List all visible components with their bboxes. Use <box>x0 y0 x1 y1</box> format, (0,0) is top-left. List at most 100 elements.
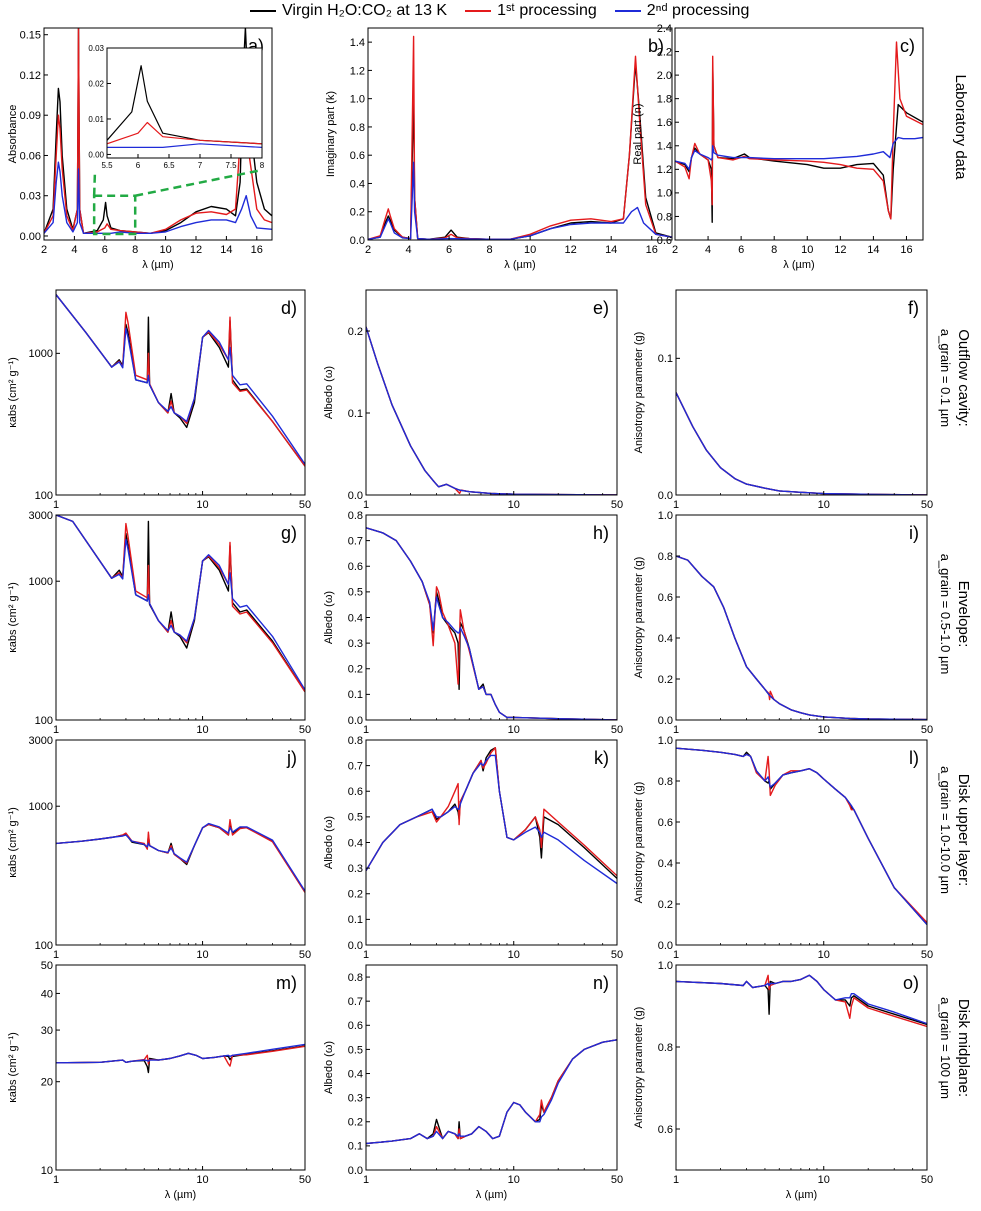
y-axis-label: Imaginary part (k) <box>325 91 337 177</box>
y-tick-label: 0.02 <box>88 79 104 88</box>
legend-label-first: 1ˢᵗ processing <box>497 2 597 19</box>
axes-frame <box>365 514 618 721</box>
row-label-lab-line1: Laboratory data <box>952 74 969 180</box>
x-tick-label: 50 <box>921 499 933 511</box>
y-tick-label: 100 <box>35 715 53 727</box>
y-tick-label: 0.09 <box>20 110 41 122</box>
x-tick-label: 10 <box>508 1174 520 1186</box>
y-axis-label: Albedo (ω) <box>323 591 335 644</box>
panel-letter: n) <box>593 973 609 993</box>
series-line-second <box>56 294 305 465</box>
y-tick-label: 0.6 <box>348 561 363 573</box>
legend: Virgin H₂O:CO₂ at 13 K 1ˢᵗ processing 2ⁿ… <box>250 0 749 22</box>
axes-frame <box>55 514 306 721</box>
panel-letter: d) <box>281 298 297 318</box>
panel-letter: j) <box>286 748 297 768</box>
y-tick-label: 0.0 <box>348 1165 363 1177</box>
series-line-first <box>676 747 927 923</box>
x-tick-label: 10 <box>508 949 520 961</box>
x-tick-label: 6.5 <box>163 161 175 170</box>
x-tick-label: 10 <box>196 724 208 736</box>
y-tick-label: 0.4 <box>348 612 363 624</box>
row-label-envelope: Envelope: a_grain = 0.5-1.0 µm <box>936 494 972 734</box>
x-tick-label: 12 <box>565 244 577 256</box>
x-tick-label: 1 <box>673 949 679 961</box>
row-label-disk-midplane-line1: Disk midplane: <box>955 998 972 1098</box>
panel-letter: f) <box>908 298 919 318</box>
series-line-second <box>676 747 927 925</box>
y-tick-label: 0.4 <box>658 633 673 645</box>
x-tick-label: 10 <box>524 244 536 256</box>
y-tick-label: 0.0 <box>350 235 365 247</box>
x-tick-label: 16 <box>646 244 658 256</box>
row-label-disk-upper: Disk upper layer: a_grain = 1.0-10.0 µm <box>936 710 972 950</box>
panel-a: 2 4 6 8 10 12 14 160.000.030.060.090.120.15a)Ab… <box>7 27 273 271</box>
y-tick-label: 1.0 <box>350 94 365 106</box>
y-tick-label: 0.03 <box>88 44 104 53</box>
series-line-first <box>675 41 923 220</box>
x-tick-label: 10 <box>818 949 830 961</box>
x-tick-label: 4 <box>705 244 711 256</box>
y-tick-label: 1.0 <box>658 960 673 972</box>
series-line-virgin <box>676 392 927 495</box>
series-line-second <box>56 515 305 691</box>
x-tick-label: 7 <box>198 161 203 170</box>
x-tick-label: 50 <box>921 1174 933 1186</box>
legend-label-virgin: Virgin H₂O:CO₂ at 13 K <box>282 2 448 19</box>
y-axis-label: Anisotropy parameter (g) <box>633 332 645 454</box>
x-tick-label: 1 <box>53 949 59 961</box>
y-tick-label: 0.1 <box>348 408 363 420</box>
y-tick-label: 1.4 <box>657 141 672 153</box>
y-tick-label: 0.01 <box>88 115 104 124</box>
y-axis-label: Anisotropy parameter (g) <box>633 557 645 679</box>
y-tick-label: 0.2 <box>348 1117 363 1129</box>
y-tick-label: 1.2 <box>657 164 672 176</box>
y-tick-label: 0.2 <box>658 899 673 911</box>
axes-frame <box>55 964 306 1171</box>
series-line-second <box>366 527 617 720</box>
panel-j: 1 10 50 100 1000 3000 j) κabs (cm² g⁻¹) <box>7 735 311 961</box>
zoom-connector-right <box>134 168 263 197</box>
x-tick-label: 50 <box>611 499 623 511</box>
x-tick-label: 8 <box>771 244 777 256</box>
x-tick-label: 8 <box>132 244 138 256</box>
x-tick-label: 1 <box>53 724 59 736</box>
panel-o: 1 10 50 0.6 0.8 1.0 o) Anisotropy parameter (g)… <box>633 960 933 1201</box>
axes-frame <box>675 739 928 946</box>
series-line-first <box>56 819 305 893</box>
series-line-second <box>107 143 262 148</box>
y-tick-label: 3000 <box>29 735 53 747</box>
series-line-virgin <box>366 1039 617 1145</box>
y-tick-label: 1000 <box>29 801 53 813</box>
y-tick-label: 3000 <box>29 510 53 522</box>
y-tick-label: 1.6 <box>657 117 672 129</box>
x-tick-label: 1 <box>53 499 59 511</box>
legend-item-virgin: Virgin H₂O:CO₂ at 13 K <box>250 2 447 20</box>
y-tick-label: 0.2 <box>350 207 365 219</box>
y-tick-label: 1.4 <box>350 37 365 49</box>
panel-letter: i) <box>909 523 919 543</box>
y-tick-label: 0.3 <box>348 638 363 650</box>
axes-frame <box>674 27 924 241</box>
y-tick-label: 0.6 <box>657 235 672 247</box>
panel-letter: b) <box>648 36 664 56</box>
legend-item-first: 1ˢᵗ processing <box>465 2 597 20</box>
y-tick-label: 1.8 <box>657 94 672 106</box>
y-tick-label: 0.8 <box>348 735 363 747</box>
x-tick-label: 10 <box>818 499 830 511</box>
x-tick-label: 50 <box>299 499 311 511</box>
zoom-box <box>92 194 137 236</box>
inset-zoom-indicator <box>92 168 263 236</box>
series-line-second <box>366 326 617 495</box>
y-tick-label: 0.00 <box>88 150 104 159</box>
x-tick-label: 2 <box>41 244 47 256</box>
x-axis-label: λ (µm) <box>142 259 173 271</box>
axes-frame <box>55 739 306 946</box>
series-line-second <box>676 555 927 720</box>
series-line-virgin <box>56 515 305 693</box>
y-axis-label: Albedo (ω) <box>323 1041 335 1094</box>
x-tick-label: 8 <box>260 161 265 170</box>
x-tick-label: 14 <box>220 244 232 256</box>
y-tick-label: 1000 <box>29 348 53 360</box>
